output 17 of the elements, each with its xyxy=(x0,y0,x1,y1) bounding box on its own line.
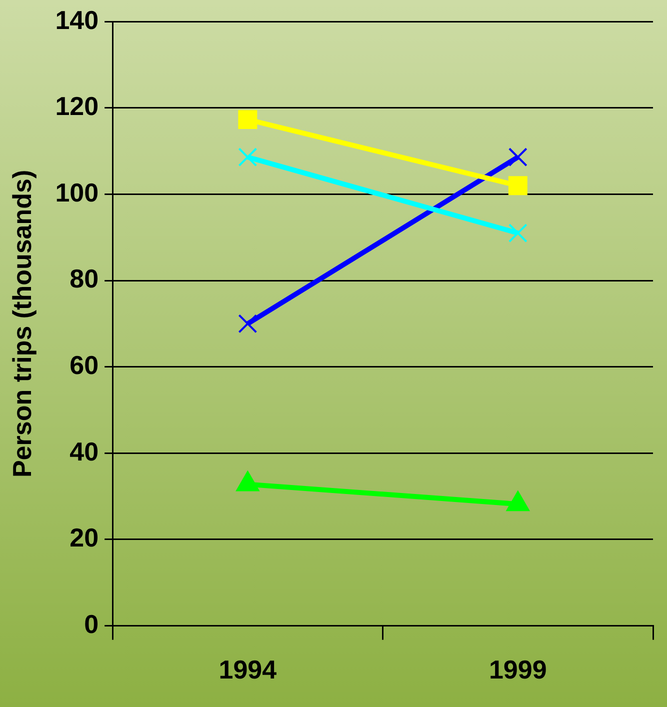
point xyxy=(238,314,258,334)
point xyxy=(508,224,528,243)
y-tick-label: 60 xyxy=(70,350,99,380)
point xyxy=(238,148,258,167)
y-axis-title: Person trips (thousands) xyxy=(6,170,37,478)
x-tick-label: 1999 xyxy=(488,654,547,685)
y-tick-label: 100 xyxy=(55,177,99,208)
y-tick-label: 20 xyxy=(70,522,99,553)
y-tick-label: 140 xyxy=(55,4,99,35)
x-tick-label: 1994 xyxy=(218,654,278,685)
point xyxy=(508,176,528,196)
y-tick-label: 80 xyxy=(70,264,99,294)
y-tick-label: 0 xyxy=(84,608,99,639)
y-tick-label: 40 xyxy=(70,436,99,466)
point xyxy=(238,110,258,130)
y-tick-label: 120 xyxy=(55,91,99,122)
point xyxy=(508,148,528,167)
